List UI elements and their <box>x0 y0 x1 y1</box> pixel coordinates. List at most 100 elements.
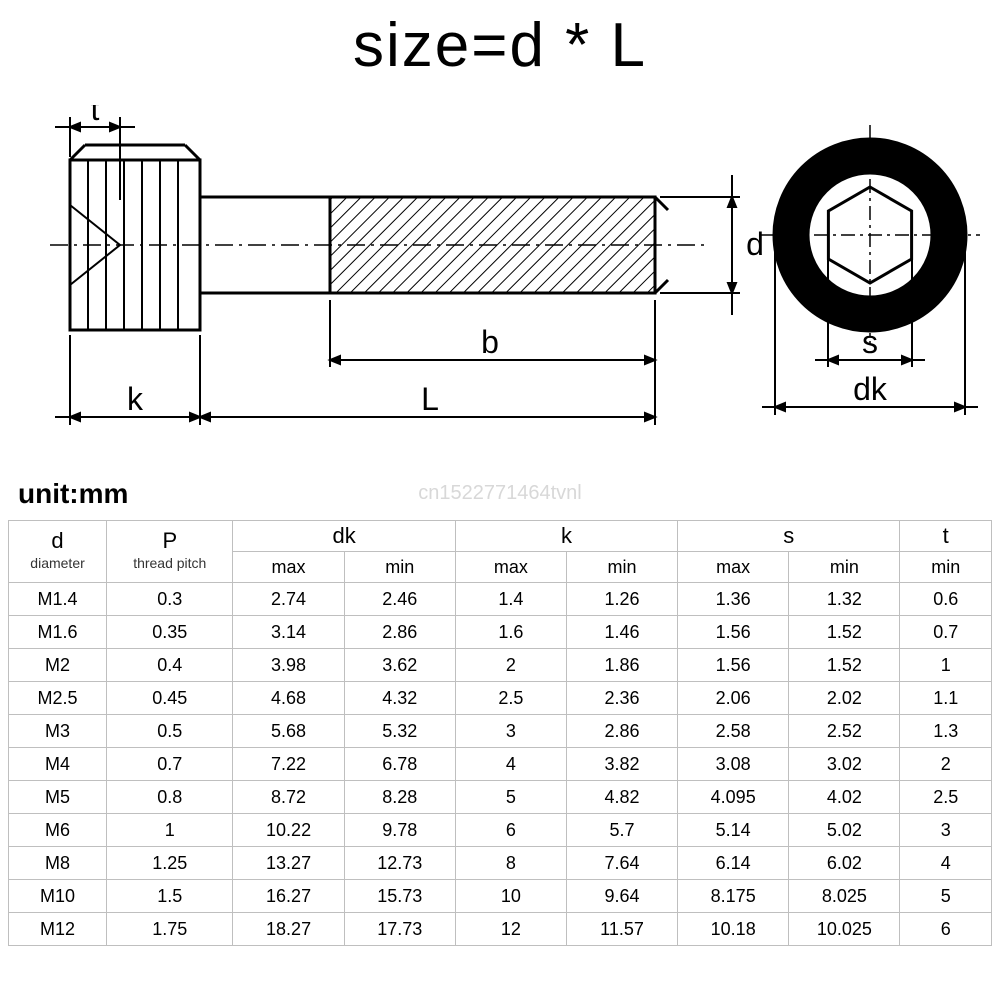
col-p-sub: thread pitch <box>133 555 206 571</box>
cell: 1.32 <box>789 583 900 616</box>
cell: 1.25 <box>107 847 233 880</box>
dim-t: t <box>91 105 100 127</box>
table-row: M6110.229.7865.75.145.023 <box>9 814 992 847</box>
cell: 3 <box>900 814 992 847</box>
cell: 6.02 <box>789 847 900 880</box>
cell: 0.7 <box>900 616 992 649</box>
cell: 0.3 <box>107 583 233 616</box>
cell: 10.22 <box>233 814 344 847</box>
cell: 1 <box>107 814 233 847</box>
dim-b: b <box>481 324 499 360</box>
watermark: cn1522771464tvnl <box>0 482 1000 505</box>
cell: M10 <box>9 880 107 913</box>
title: size=d * L <box>0 10 1000 81</box>
cell: 2.52 <box>789 715 900 748</box>
cell: 1.86 <box>566 649 677 682</box>
subcol-min: min <box>344 552 455 583</box>
cell: 0.7 <box>107 748 233 781</box>
table-row: M1.40.32.742.461.41.261.361.320.6 <box>9 583 992 616</box>
cell: 3 <box>455 715 566 748</box>
subcol-max: max <box>233 552 344 583</box>
cell: 2.86 <box>566 715 677 748</box>
table-row: M101.516.2715.73109.648.1758.0255 <box>9 880 992 913</box>
cell: 16.27 <box>233 880 344 913</box>
cell: 0.6 <box>900 583 992 616</box>
table-row: M121.7518.2717.731211.5710.1810.0256 <box>9 913 992 946</box>
cell: 2.36 <box>566 682 677 715</box>
cell: 2.58 <box>678 715 789 748</box>
cell: 0.45 <box>107 682 233 715</box>
dim-s: s <box>862 324 878 360</box>
dim-k: k <box>127 381 144 417</box>
cell: 7.22 <box>233 748 344 781</box>
cell: 6.78 <box>344 748 455 781</box>
cell: 7.64 <box>566 847 677 880</box>
cell: M2.5 <box>9 682 107 715</box>
subcol-min: min <box>900 552 992 583</box>
cell: M12 <box>9 913 107 946</box>
cell: 2.46 <box>344 583 455 616</box>
col-s: s <box>783 523 794 548</box>
cell: M1.4 <box>9 583 107 616</box>
cell: 4 <box>455 748 566 781</box>
col-p: P <box>162 528 177 553</box>
cell: 9.64 <box>566 880 677 913</box>
cell: 8 <box>455 847 566 880</box>
col-dk: dk <box>333 523 356 548</box>
cell: 0.8 <box>107 781 233 814</box>
cell: 4 <box>900 847 992 880</box>
cell: 1.3 <box>900 715 992 748</box>
cell: 2.06 <box>678 682 789 715</box>
dim-L: L <box>421 381 439 417</box>
cell: 8.28 <box>344 781 455 814</box>
subcol-min: min <box>789 552 900 583</box>
cell: 2.5 <box>900 781 992 814</box>
cell: 1.36 <box>678 583 789 616</box>
cell: 1.26 <box>566 583 677 616</box>
cell: M1.6 <box>9 616 107 649</box>
cell: M4 <box>9 748 107 781</box>
table-row: M50.88.728.2854.824.0954.022.5 <box>9 781 992 814</box>
cell: 4.095 <box>678 781 789 814</box>
cell: 0.4 <box>107 649 233 682</box>
cell: 5.14 <box>678 814 789 847</box>
cell: M5 <box>9 781 107 814</box>
cell: 2 <box>455 649 566 682</box>
cell: 6 <box>455 814 566 847</box>
col-k: k <box>561 523 572 548</box>
cell: 5 <box>455 781 566 814</box>
cell: 10.18 <box>678 913 789 946</box>
cell: 2.02 <box>789 682 900 715</box>
cell: 3.14 <box>233 616 344 649</box>
cell: 0.5 <box>107 715 233 748</box>
cell: M6 <box>9 814 107 847</box>
subcol-min: min <box>566 552 677 583</box>
cell: 6 <box>900 913 992 946</box>
cell: 3.82 <box>566 748 677 781</box>
dim-dk: dk <box>853 371 888 407</box>
cell: 1.46 <box>566 616 677 649</box>
spec-table: ddiameter Pthread pitch dk k s t maxminm… <box>8 520 992 946</box>
cell: 1.5 <box>107 880 233 913</box>
col-d-sub: diameter <box>30 555 84 571</box>
cell: 3.08 <box>678 748 789 781</box>
cell: 15.73 <box>344 880 455 913</box>
table-row: M81.2513.2712.7387.646.146.024 <box>9 847 992 880</box>
cell: 2 <box>900 748 992 781</box>
cell: 4.32 <box>344 682 455 715</box>
cell: 1.4 <box>455 583 566 616</box>
cell: 1.75 <box>107 913 233 946</box>
cell: 10.025 <box>789 913 900 946</box>
table-row: M30.55.685.3232.862.582.521.3 <box>9 715 992 748</box>
cell: 17.73 <box>344 913 455 946</box>
cell: 5.7 <box>566 814 677 847</box>
cell: M2 <box>9 649 107 682</box>
cell: 1 <box>900 649 992 682</box>
subcol-max: max <box>678 552 789 583</box>
cell: 8.175 <box>678 880 789 913</box>
cell: M8 <box>9 847 107 880</box>
cell: 3.98 <box>233 649 344 682</box>
table-row: M2.50.454.684.322.52.362.062.021.1 <box>9 682 992 715</box>
cell: 2.86 <box>344 616 455 649</box>
cell: 5.68 <box>233 715 344 748</box>
